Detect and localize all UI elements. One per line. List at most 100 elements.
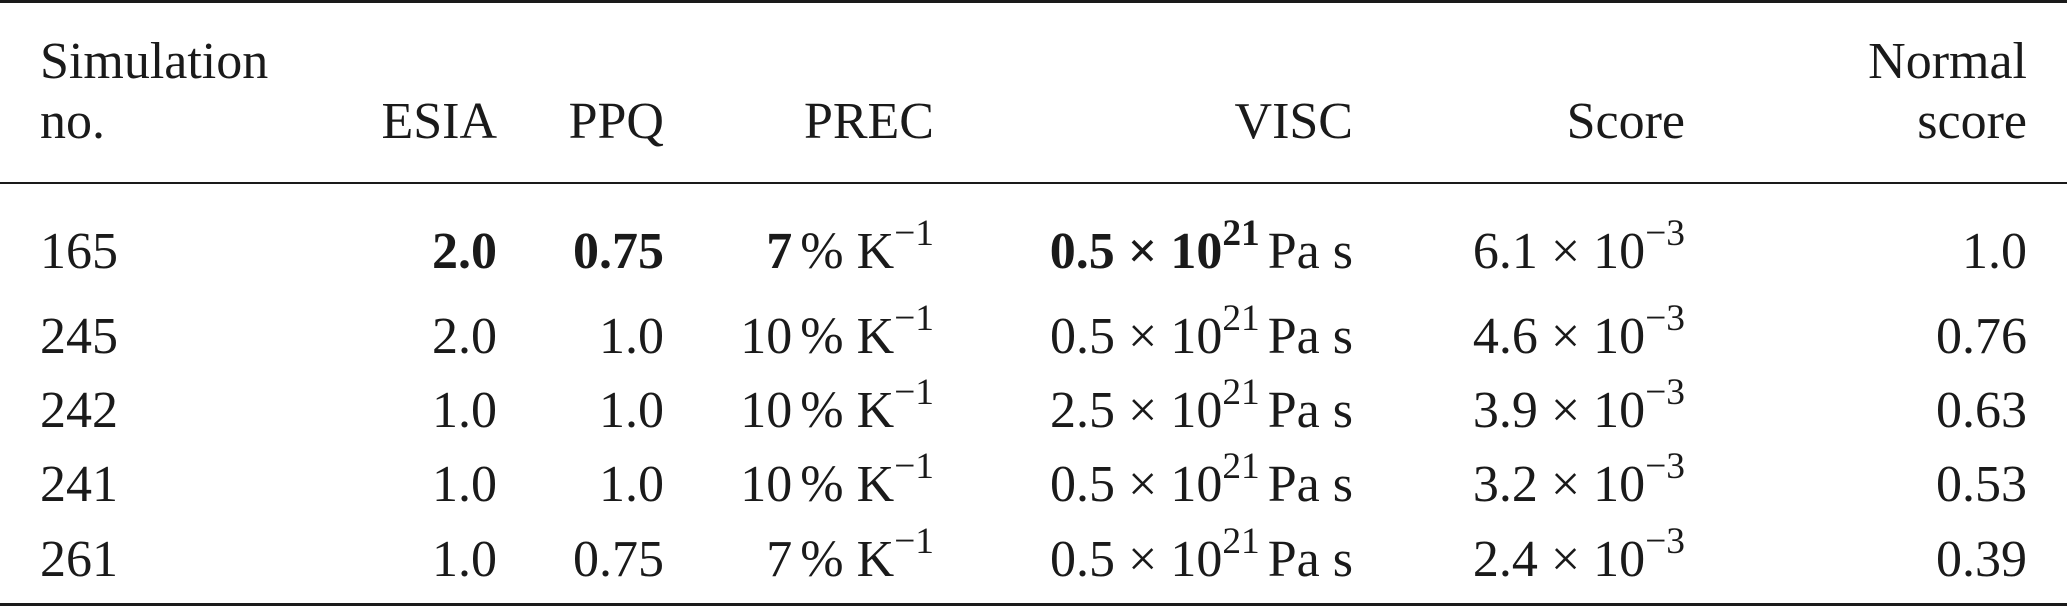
cell-esia: 2.0: [432, 223, 497, 280]
prec-unit: % K: [800, 223, 895, 280]
cell-simulation-no: 245: [40, 308, 118, 365]
table-row: 242 1.0 1.0 10% K−1 2.5 × 1021 Pa s 3.9 ×…: [0, 374, 2067, 448]
table-row: 165 2.0 0.75 7% K−1 0.5 × 1021 Pa s 6.1 ×…: [0, 182, 2067, 300]
visc-unit: Pa s: [1267, 382, 1353, 439]
cell-ppq: 1.0: [599, 456, 664, 513]
cell-visc: 0.5 × 1021 Pa s: [1000, 300, 1420, 374]
prec-value: 10: [740, 456, 793, 513]
cell-simulation-no: 165: [40, 223, 118, 280]
header-ppq: PPQ: [505, 0, 690, 182]
header-normal-score: Normal score: [1765, 0, 2067, 182]
header-visc-label: VISC: [1234, 93, 1353, 150]
visc-unit: Pa s: [1267, 223, 1353, 280]
cell-prec: 10% K−1: [690, 300, 1000, 374]
cell-prec: 10% K−1: [690, 374, 1000, 448]
header-row: Simulation no. ESIA PPQ PREC VISC Score: [0, 0, 2067, 182]
header-visc: VISC: [1000, 0, 1420, 182]
cell-prec: 10% K−1: [690, 448, 1000, 522]
prec-unit: % K: [800, 382, 895, 439]
cell-esia: 1.0: [432, 531, 497, 588]
prec-exponent: −1: [894, 212, 934, 254]
cell-score: 4.6 × 10−3: [1420, 300, 1765, 374]
cell-visc: 2.5 × 1021 Pa s: [1000, 374, 1420, 448]
score-exponent: −3: [1645, 445, 1685, 487]
prec-exponent: −1: [894, 371, 934, 413]
visc-mantissa: 0.5 × 10: [1050, 456, 1223, 513]
header-score-label: Score: [1566, 93, 1685, 150]
cell-prec: 7% K−1: [690, 522, 1000, 598]
prec-exponent: −1: [894, 520, 934, 562]
header-esia-label: ESIA: [381, 93, 497, 150]
cell-esia: 2.0: [432, 308, 497, 365]
header-score: Score: [1420, 0, 1765, 182]
visc-exponent: 21: [1222, 371, 1260, 413]
header-prec: PREC: [690, 0, 1000, 182]
visc-mantissa: 0.5 × 10: [1049, 223, 1223, 280]
table-row: 261 1.0 0.75 7% K−1 0.5 × 1021 Pa s 2.4 ×…: [0, 522, 2067, 598]
cell-normal-score: 0.63: [1936, 382, 2027, 439]
cell-simulation-no: 261: [40, 531, 118, 588]
prec-unit: % K: [800, 456, 895, 513]
prec-value: 10: [740, 308, 793, 365]
visc-exponent: 21: [1222, 445, 1260, 487]
cell-ppq: 1.0: [599, 382, 664, 439]
score-mantissa: 6.1 × 10: [1472, 223, 1646, 280]
prec-value: 10: [740, 382, 793, 439]
cell-visc: 0.5 × 1021 Pa s: [1000, 522, 1420, 598]
visc-unit: Pa s: [1267, 456, 1353, 513]
top-rule: [0, 0, 2067, 3]
cell-score: 2.4 × 10−3: [1420, 522, 1765, 598]
header-ppq-label: PPQ: [568, 93, 664, 150]
cell-score: 3.2 × 10−3: [1420, 448, 1765, 522]
bottom-rule: [0, 603, 2067, 606]
score-exponent: −3: [1645, 297, 1685, 339]
score-exponent: −3: [1645, 212, 1685, 254]
score-exponent: −3: [1645, 520, 1685, 562]
cell-normal-score: 0.39: [1936, 531, 2027, 588]
cell-esia: 1.0: [432, 382, 497, 439]
score-mantissa: 3.2 × 10: [1472, 456, 1646, 513]
header-rule: [0, 182, 2067, 184]
prec-exponent: −1: [894, 297, 934, 339]
score-mantissa: 4.6 × 10: [1472, 308, 1646, 365]
header-esia: ESIA: [330, 0, 505, 182]
header-simulation-line1: Simulation: [40, 33, 269, 90]
score-mantissa: 3.9 × 10: [1472, 382, 1646, 439]
header-prec-label: PREC: [803, 93, 934, 150]
cell-simulation-no: 242: [40, 382, 118, 439]
header-normal-line2: score: [1917, 93, 2027, 150]
score-mantissa: 2.4 × 10: [1472, 531, 1646, 588]
visc-exponent: 21: [1222, 520, 1260, 562]
cell-visc: 0.5 × 1021 Pa s: [1000, 182, 1420, 300]
prec-value: 7: [766, 531, 793, 588]
cell-normal-score: 0.76: [1936, 308, 2027, 365]
visc-unit: Pa s: [1267, 531, 1353, 588]
cell-visc: 0.5 × 1021 Pa s: [1000, 448, 1420, 522]
cell-prec: 7% K−1: [690, 182, 1000, 300]
cell-normal-score: 1.0: [1962, 223, 2027, 280]
table-row: 245 2.0 1.0 10% K−1 0.5 × 1021 Pa s 4.6 ×…: [0, 300, 2067, 374]
cell-ppq: 1.0: [599, 308, 664, 365]
cell-esia: 1.0: [432, 456, 497, 513]
cell-score: 3.9 × 10−3: [1420, 374, 1765, 448]
cell-normal-score: 0.53: [1936, 456, 2027, 513]
cell-ppq: 0.75: [573, 223, 664, 280]
header-simulation-line2: no.: [40, 93, 105, 150]
cell-simulation-no: 241: [40, 456, 118, 513]
header-normal-line1: Normal: [1868, 33, 2027, 90]
prec-exponent: −1: [894, 445, 934, 487]
cell-ppq: 0.75: [573, 531, 664, 588]
visc-unit: Pa s: [1267, 308, 1353, 365]
visc-mantissa: 2.5 × 10: [1050, 382, 1223, 439]
prec-value: 7: [766, 223, 793, 280]
visc-exponent: 21: [1222, 297, 1260, 339]
visc-mantissa: 0.5 × 10: [1050, 531, 1223, 588]
score-exponent: −3: [1645, 371, 1685, 413]
visc-mantissa: 0.5 × 10: [1050, 308, 1223, 365]
table-body: 165 2.0 0.75 7% K−1 0.5 × 1021 Pa s 6.1 ×…: [0, 182, 2067, 598]
table-row: 241 1.0 1.0 10% K−1 0.5 × 1021 Pa s 3.2 ×…: [0, 448, 2067, 522]
prec-unit: % K: [800, 531, 895, 588]
visc-exponent: 21: [1222, 212, 1260, 254]
